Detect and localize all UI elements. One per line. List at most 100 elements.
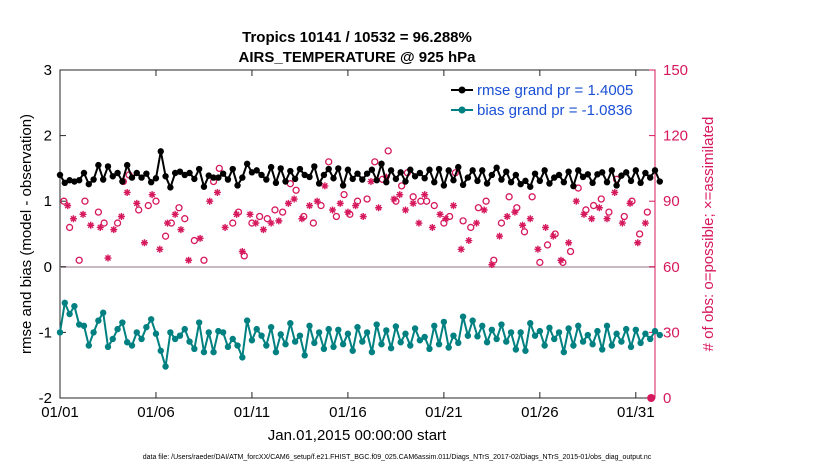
obs-possible-point	[392, 197, 400, 205]
bias-point	[584, 331, 592, 339]
rmse-point	[627, 177, 635, 185]
obs-possible-point	[536, 258, 544, 267]
rmse-point	[656, 178, 663, 185]
bias-point	[157, 347, 164, 354]
chart-title: Tropics 10141 / 10532 = 96.288%	[242, 29, 472, 46]
rmse-point	[642, 169, 649, 177]
obs-possible-point	[292, 186, 300, 194]
rmse-point	[109, 173, 116, 180]
bias-point	[85, 342, 92, 349]
legend-box	[445, 76, 651, 120]
obs-possible-point	[100, 219, 108, 227]
rmse-point	[191, 175, 198, 183]
bias-point	[555, 329, 563, 336]
obs-possible-point	[75, 256, 83, 264]
obs-possible-point	[497, 219, 506, 227]
rmse-point	[282, 178, 289, 185]
bias-point	[536, 327, 544, 335]
rmse-point	[483, 180, 491, 187]
rmse-point	[479, 167, 486, 174]
rmse-point	[56, 171, 64, 179]
rmse-point	[603, 178, 611, 186]
obs-possible-point	[317, 201, 325, 210]
bias-point	[315, 329, 323, 336]
rmse-point	[613, 182, 620, 189]
x-tick-label: 01/31	[617, 404, 655, 421]
bias-point	[474, 333, 481, 340]
rmse-point	[373, 177, 380, 184]
rmse-point	[311, 163, 318, 170]
y-tick-label: -2	[39, 390, 52, 407]
bias-point	[450, 332, 457, 339]
obs-zero-marker	[647, 394, 656, 402]
rmse-point	[397, 169, 404, 176]
bias-point	[248, 337, 256, 344]
bias-point	[306, 322, 313, 330]
bias-point	[287, 320, 294, 327]
bias-point	[479, 322, 486, 330]
bias-point	[647, 335, 654, 343]
obs-assimilated-point	[359, 213, 367, 221]
x-tick-label: 01/21	[425, 404, 463, 421]
rmse-point	[325, 165, 332, 173]
bias-point	[594, 327, 601, 335]
rmse-point	[402, 178, 409, 185]
obs-assimilated-point	[133, 199, 141, 207]
rmse-point	[575, 167, 582, 174]
chart-subtitle: AIRS_TEMPERATURE @ 925 hPa	[239, 49, 477, 66]
obs-possible-point	[384, 147, 392, 155]
rmse-point	[75, 177, 83, 184]
obs-assimilated-point	[344, 208, 352, 216]
rmse-point	[503, 168, 510, 175]
obs-possible-point	[309, 219, 318, 227]
obs-assimilated-point	[69, 215, 77, 223]
obs-possible-point	[605, 208, 613, 216]
rmse-point	[589, 179, 596, 187]
rmse-point	[61, 179, 68, 187]
y-tick-label: 0	[44, 259, 52, 276]
obs-possible-point	[620, 212, 628, 221]
bias-point	[191, 345, 198, 352]
obs-possible-point	[65, 223, 74, 232]
y-axis-label: rmse and bias (model - observation)	[18, 114, 35, 354]
rmse-point	[162, 173, 169, 180]
obs-possible-point	[371, 158, 379, 166]
bias-point	[426, 345, 433, 352]
obs-assimilated-point	[221, 223, 229, 231]
x-axis-label: Jan.01,2015 00:00:00 start	[268, 427, 447, 444]
obs-assimilated-point	[595, 204, 603, 212]
obs-assimilated-point	[588, 215, 596, 223]
y2-tick-label: 30	[663, 324, 680, 341]
bias-point	[258, 332, 265, 339]
rmse-point	[527, 183, 534, 190]
rmse-point	[147, 178, 155, 186]
obs-possible-point	[551, 230, 559, 238]
bias-point	[445, 344, 452, 351]
rmse-point	[637, 179, 644, 187]
bias-point	[411, 325, 419, 332]
bias-point	[109, 335, 116, 343]
bias-point	[80, 322, 88, 330]
bias-point	[167, 329, 174, 336]
obs-assimilated-point	[618, 219, 626, 227]
obs-possible-point	[597, 195, 605, 203]
rmse-point	[320, 171, 328, 179]
rmse-point	[546, 180, 553, 187]
bias-point	[296, 332, 304, 339]
bias-point	[215, 327, 222, 335]
bias-point	[435, 341, 443, 348]
rmse-point	[392, 175, 400, 183]
bias-point	[546, 324, 553, 332]
obs-possible-point	[278, 208, 287, 216]
bias-point	[397, 339, 404, 346]
rmse-point	[555, 171, 563, 179]
obs-assimilated-point	[275, 217, 283, 225]
rmse-point	[488, 171, 496, 179]
rmse-point	[383, 178, 390, 186]
y2-tick-label: 120	[663, 128, 688, 145]
y-tick-label: 1	[44, 193, 52, 210]
rmse-point	[215, 174, 222, 181]
obs-possible-point	[332, 212, 341, 221]
bias-point	[272, 348, 280, 356]
bias-point	[263, 342, 270, 349]
